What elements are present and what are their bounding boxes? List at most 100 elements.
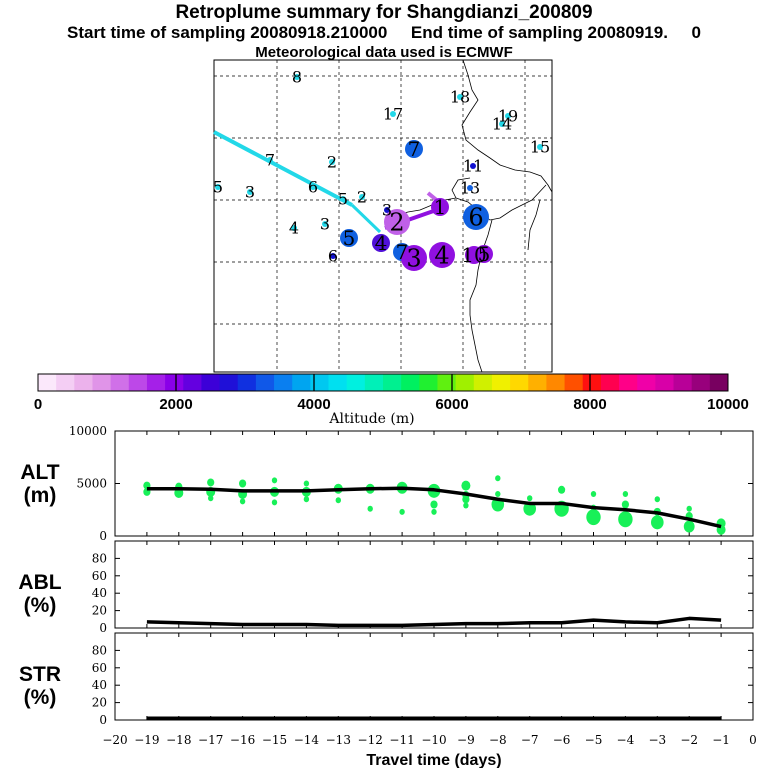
x-tick-label: 0	[749, 733, 757, 747]
colorbar-cell	[619, 374, 638, 391]
particle-cluster	[495, 475, 501, 482]
x-axis-label: Travel time (days)	[366, 752, 501, 768]
plume-marker	[431, 198, 449, 216]
x-tick-label: −15	[262, 733, 287, 747]
particle-cluster	[651, 515, 664, 530]
colorbar-cell	[637, 374, 656, 391]
y-tick-label: 20	[92, 696, 107, 710]
series-line	[146, 616, 722, 628]
plume-marker	[267, 157, 273, 163]
plume-line-cyan-2	[350, 203, 382, 234]
sampling-time: Start time of sampling 20080918.210000 E…	[66, 23, 701, 42]
plume-label: 8	[292, 68, 302, 87]
plume-marker	[505, 113, 511, 119]
plume-marker	[247, 189, 253, 195]
particle-cluster	[622, 491, 629, 497]
plume-label: 3	[382, 201, 392, 220]
x-tick-label: −18	[166, 733, 191, 747]
colorbar-cell	[274, 374, 293, 391]
colorbar-cell	[346, 374, 366, 391]
particle-cluster	[239, 479, 247, 488]
particle-cluster	[335, 497, 341, 504]
plume-label: 5	[478, 242, 491, 266]
panel-label: STR	[19, 663, 61, 686]
colorbar-cell	[691, 374, 711, 391]
plume-label: 4	[375, 231, 388, 255]
colorbar-cell	[128, 374, 148, 391]
plume-label: 7	[265, 151, 275, 170]
plume-marker	[340, 196, 346, 202]
plume-label: 2	[357, 188, 367, 207]
colorbar-cell	[328, 374, 348, 391]
x-tick-label: −2	[680, 733, 698, 747]
colorbar-cell	[383, 374, 402, 391]
colorbar-cell	[473, 374, 493, 391]
plume-marker	[329, 159, 335, 165]
plume-marker	[499, 121, 505, 127]
particle-cluster	[463, 502, 469, 509]
plume-label: 14	[492, 115, 512, 134]
y-tick-label: 20	[92, 604, 107, 618]
plume-label: 10	[461, 243, 486, 267]
colorbar-cell	[201, 374, 221, 391]
plume-label: 15	[530, 138, 550, 157]
particle-cluster	[303, 480, 310, 487]
particle-cluster	[239, 498, 246, 505]
colorbar-cell	[564, 374, 584, 391]
plume-marker	[359, 194, 365, 200]
x-tick-label: −8	[489, 733, 507, 747]
met-data-label: Meteorological data used is ECMWF	[255, 44, 513, 61]
plume-label: 3	[245, 183, 255, 202]
colorbar-cell	[74, 374, 93, 391]
plume-marker	[470, 163, 476, 169]
panel-unit: (%)	[24, 594, 57, 617]
colorbar-cell	[546, 374, 566, 391]
colorbar-cells	[38, 374, 729, 391]
y-tick-label: 10000	[69, 424, 107, 438]
panel-abl: 0 20 40 60 80 ABL(%)	[18, 540, 754, 635]
colorbar-cell	[437, 374, 457, 391]
colorbar-cell	[655, 374, 675, 391]
plume-marker	[294, 74, 300, 80]
chart-title: Retroplume summary for Shangdianzi_20080…	[175, 2, 593, 23]
plume-marker	[475, 245, 493, 263]
time-series-panels: 0500010000ALT(m)020406080ABL(%)020406080…	[18, 424, 756, 768]
plume-marker	[463, 204, 489, 230]
particle-cluster	[683, 520, 695, 533]
x-tick-label: −10	[421, 733, 446, 747]
particle-cluster	[430, 500, 438, 509]
colorbar-cell	[38, 374, 57, 391]
colorbar-cell	[146, 374, 166, 391]
y-tick-label: 40	[92, 586, 107, 600]
colorbar-cell	[183, 374, 202, 391]
colorbar-tick-label: 8000	[573, 396, 606, 413]
plume-marker	[384, 209, 410, 235]
plume-marker	[322, 221, 328, 227]
panel-frame	[114, 540, 754, 629]
plume-marker	[215, 184, 221, 190]
plume-label: 6	[328, 247, 338, 266]
y-tick-label: 60	[92, 569, 107, 583]
y-tick-label: 5000	[76, 477, 107, 491]
y-tick-label: 60	[92, 661, 107, 675]
colorbar-cell	[455, 374, 475, 391]
plume-marker	[401, 245, 427, 271]
x-tick-label: −12	[358, 733, 383, 747]
plume-label: 6	[308, 178, 318, 197]
plume-label: 1	[434, 195, 447, 219]
panel-label: ALT	[20, 461, 59, 484]
colorbar-title: Altitude (m)	[328, 411, 414, 427]
x-tick-label: −7	[521, 733, 539, 747]
plume-marker	[405, 140, 423, 158]
plume-label: 18	[450, 88, 470, 107]
y-tick-label: 80	[92, 551, 107, 565]
plume-marker	[310, 184, 316, 190]
colorbar-tick-label: 10000	[707, 396, 749, 413]
x-tick-label: −1	[712, 733, 730, 747]
x-tick-label: −9	[457, 733, 475, 747]
colorbar-ticks: 0 2000 4000 6000 8000 10000	[34, 374, 749, 413]
colorbar-cell	[310, 374, 330, 391]
x-tick-label: −4	[617, 733, 635, 747]
colorbar-frame	[37, 373, 729, 392]
x-tick-label: −13	[326, 733, 351, 747]
